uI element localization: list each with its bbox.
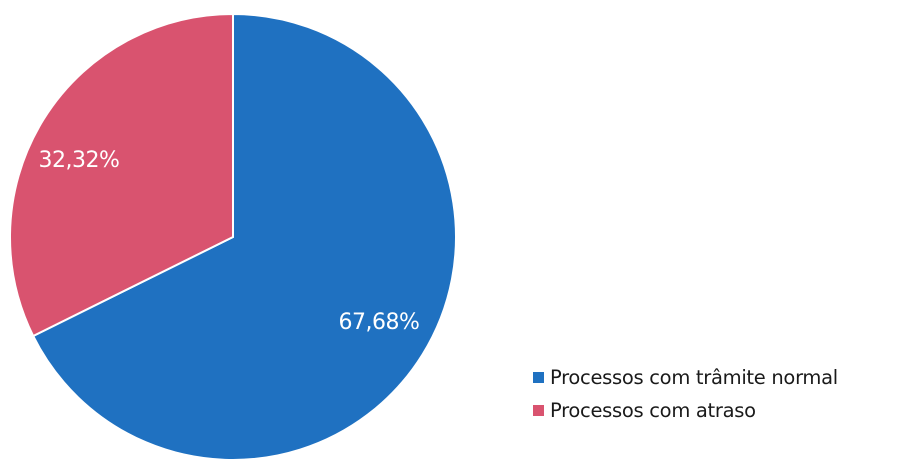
pie-slice-delayed <box>9 12 234 338</box>
pie-slice-normal <box>31 12 457 461</box>
slice-label-delayed: 32,32% <box>39 148 120 173</box>
slice-label-normal: 67,68% <box>339 310 420 335</box>
legend-label-delayed: Processos com atraso <box>550 399 756 422</box>
legend-swatch-delayed <box>533 405 544 416</box>
legend-swatch-normal <box>533 372 544 383</box>
legend-item-normal: Processos com trâmite normal <box>533 361 838 394</box>
legend-label-normal: Processos com trâmite normal <box>550 366 838 389</box>
legend: Processos com trâmite normal Processos c… <box>533 361 838 427</box>
legend-item-delayed: Processos com atraso <box>533 394 838 427</box>
